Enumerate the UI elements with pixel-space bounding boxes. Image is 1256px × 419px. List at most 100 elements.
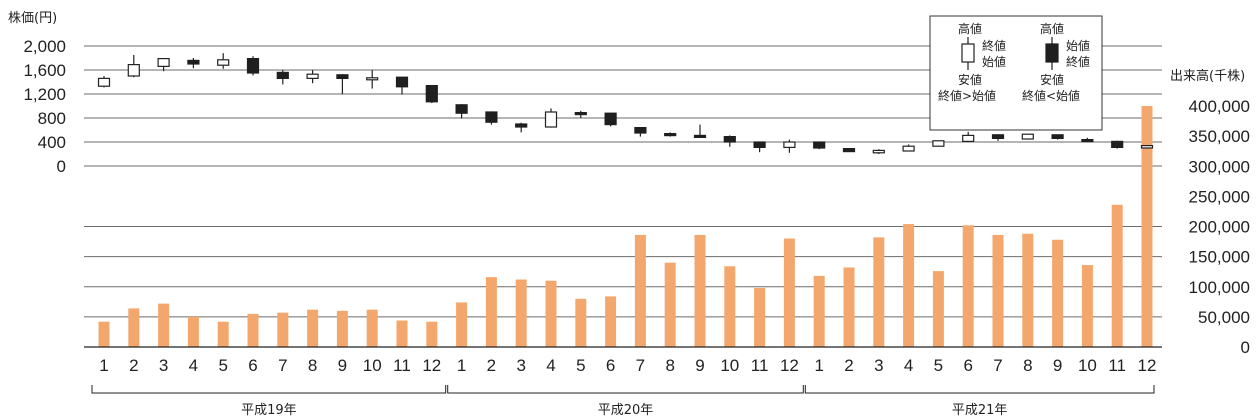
month-tick-label: 1 <box>99 356 108 375</box>
month-tick-label: 12 <box>780 356 799 375</box>
candle-body-down <box>455 104 468 114</box>
legend-down-low: 安値 <box>1040 72 1064 87</box>
volume-tick-label: 50,000 <box>1198 308 1250 327</box>
legend-up-caption: 終値>始値 <box>938 88 996 103</box>
candle-body-down <box>753 141 766 149</box>
price-tick-label: 0 <box>57 157 66 176</box>
month-tick-label: 2 <box>844 356 853 375</box>
month-tick-label: 10 <box>720 356 739 375</box>
candle-body-down <box>1051 134 1064 140</box>
month-tick-label: 9 <box>338 356 347 375</box>
month-tick-label: 11 <box>751 356 769 375</box>
month-tick-label: 10 <box>363 356 382 375</box>
month-tick-label: 3 <box>159 356 168 375</box>
volume-bar <box>962 225 974 347</box>
price-candles <box>97 53 1154 154</box>
volume-tick-label: 200,000 <box>1189 218 1250 237</box>
legend: 高値 終値 始値 安値 終値>始値 高値 始値 終値 安値 終値<始値 <box>929 15 1103 131</box>
legend-up-open: 始値 <box>982 54 1006 69</box>
candle-body-down <box>485 111 498 123</box>
month-tick-label: 6 <box>248 356 257 375</box>
month-tick-label: 6 <box>963 356 972 375</box>
month-tick-label: 7 <box>278 356 287 375</box>
candle-body-down <box>991 134 1005 140</box>
month-tick-label: 11 <box>1108 356 1126 375</box>
volume-bar <box>247 313 259 347</box>
month-tick-label: 12 <box>1138 356 1157 375</box>
candle-body-down <box>1081 139 1094 143</box>
candle-body-up <box>1021 133 1034 140</box>
legend-down-high: 高値 <box>1040 21 1064 36</box>
month-tick-label: 12 <box>422 356 441 375</box>
volume-bar <box>456 302 468 347</box>
volume-tick-label: 300,000 <box>1189 157 1250 176</box>
month-tick-label: 4 <box>904 356 913 375</box>
volume-bar <box>366 309 378 347</box>
year-label: 平成21年 <box>952 403 1008 418</box>
volume-bar <box>783 238 795 347</box>
candle-body-up <box>366 77 379 81</box>
volume-tick-label: 0 <box>1241 338 1250 357</box>
volume-tick-label: 400,000 <box>1189 97 1250 116</box>
candle-body-down <box>425 84 438 103</box>
volume-bar <box>187 316 199 347</box>
volume-bar <box>1081 265 1093 347</box>
year-bracket <box>447 385 804 394</box>
year-label: 平成19年 <box>241 403 297 418</box>
volume-bar <box>843 267 855 347</box>
volume-bar <box>1052 239 1064 347</box>
year-label: 平成20年 <box>598 403 654 418</box>
candle-body-down <box>693 134 707 138</box>
candle-body-up <box>544 111 558 128</box>
candle-body-up <box>157 57 170 67</box>
gridlines <box>84 45 1162 318</box>
volume-tick-label: 350,000 <box>1189 127 1250 146</box>
volume-bar <box>396 320 408 347</box>
volume-bar <box>1141 106 1153 347</box>
volume-bar <box>724 266 736 347</box>
legend-down-open: 始値 <box>1066 38 1090 53</box>
year-bracket <box>804 385 1155 394</box>
month-tick-label: 7 <box>993 356 1002 375</box>
candle-body-down <box>813 141 826 149</box>
candle-body-down <box>336 74 349 80</box>
price-tick-label: 1,600 <box>23 61 66 80</box>
candle-body-up <box>127 63 140 77</box>
candle-body-down <box>634 126 647 134</box>
volume-bar <box>664 262 676 347</box>
legend-up-low: 安値 <box>958 72 982 87</box>
month-tick-label: 5 <box>576 356 585 375</box>
month-tick-label: 8 <box>665 356 674 375</box>
candle-body-down <box>246 57 260 74</box>
candle-body-down <box>276 71 289 80</box>
volume-bar <box>158 303 170 347</box>
volume-bar <box>336 310 348 347</box>
candle-body-down <box>574 111 587 116</box>
volume-bar <box>575 298 587 347</box>
volume-tick-label: 250,000 <box>1189 187 1250 206</box>
month-tick-label: 9 <box>1053 356 1062 375</box>
month-tick-label: 2 <box>129 356 138 375</box>
volume-bar <box>217 321 229 347</box>
volume-bar <box>1022 233 1034 347</box>
volume-bar <box>873 237 885 347</box>
volume-bar <box>634 234 646 347</box>
month-tick-label: 3 <box>874 356 883 375</box>
month-tick-label: 3 <box>516 356 525 375</box>
month-tick-label: 8 <box>308 356 317 375</box>
volume-bar <box>515 279 527 347</box>
candle-body-up <box>932 140 945 147</box>
legend-down-caption: 終値<始値 <box>1022 88 1080 103</box>
month-tick-label: 4 <box>546 356 555 375</box>
month-tick-label: 7 <box>636 356 645 375</box>
month-tick-label: 10 <box>1078 356 1097 375</box>
volume-bar <box>932 271 944 347</box>
volume-bar <box>128 308 140 347</box>
month-tick-label: 5 <box>934 356 943 375</box>
volume-bar <box>1111 204 1123 347</box>
volume-bar <box>545 280 557 347</box>
volume-bar <box>992 234 1004 347</box>
volume-bar <box>813 275 825 347</box>
month-tick-label: 11 <box>393 356 411 375</box>
